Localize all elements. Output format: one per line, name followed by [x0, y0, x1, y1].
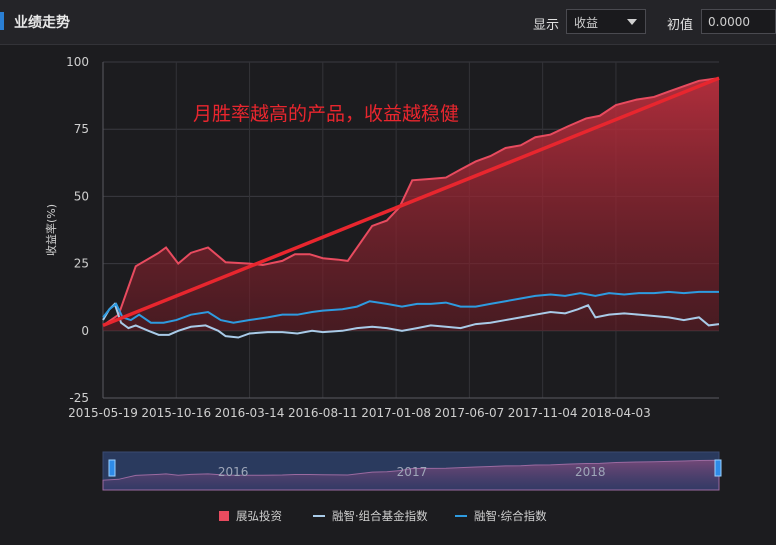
- y-tick-label: 75: [74, 122, 89, 136]
- chevron-down-icon[interactable]: [627, 19, 637, 25]
- navigator-label: 2016: [218, 465, 249, 479]
- display-label: 显示: [533, 18, 560, 33]
- legend-swatch: [455, 515, 467, 517]
- legend-item[interactable]: 展弘投资: [219, 508, 282, 524]
- navigator-label: 2017: [397, 465, 428, 479]
- x-tick-label: 2015-10-16: [141, 406, 211, 420]
- y-tick-label: 25: [74, 257, 89, 271]
- trend-line: [102, 76, 720, 328]
- y-tick-label: -25: [69, 391, 89, 405]
- x-tick-label: 2017-11-04: [508, 406, 578, 420]
- legend-swatch: [219, 511, 229, 521]
- header-accent-bar: [0, 12, 4, 30]
- legend-label: 融智·综合指数: [474, 509, 547, 523]
- navigator-handle-left[interactable]: [108, 459, 116, 477]
- display-mode-select[interactable]: 收益: [566, 9, 646, 34]
- x-tick-label: 2017-06-07: [435, 406, 505, 420]
- panel-header: 业绩走势 显示 收益 初值: [0, 0, 776, 45]
- navigator-label: 2018: [575, 465, 606, 479]
- series-line-zhanhong: [102, 77, 720, 327]
- x-tick-label: 2016-08-11: [288, 406, 358, 420]
- legend-item[interactable]: 融智·组合基金指数: [313, 508, 428, 524]
- x-tick-label: 2017-01-08: [361, 406, 431, 420]
- display-mode-value: 收益: [574, 16, 599, 30]
- y-tick-label: 100: [66, 55, 89, 69]
- legend-item[interactable]: 融智·综合指数: [455, 508, 547, 524]
- initial-value-input[interactable]: [701, 9, 776, 34]
- y-axis-label: 收益率(%): [44, 204, 58, 256]
- panel-title: 业绩走势: [14, 15, 70, 31]
- y-tick-label: 0: [81, 324, 89, 338]
- legend-label: 融智·组合基金指数: [332, 509, 428, 523]
- series-line-fof-index: [102, 302, 720, 339]
- chart-annotation: 月胜率越高的产品，收益越稳健: [193, 103, 459, 125]
- initial-value-label: 初值: [667, 18, 694, 33]
- navigator-handle-right[interactable]: [714, 459, 722, 477]
- navigator-series: [102, 459, 720, 491]
- x-tick-label: 2016-03-14: [215, 406, 285, 420]
- y-tick-label: 50: [74, 189, 89, 203]
- legend-swatch: [313, 515, 325, 517]
- x-tick-label: 2015-05-19: [68, 406, 138, 420]
- legend-label: 展弘投资: [236, 509, 282, 523]
- x-tick-label: 2018-04-03: [581, 406, 651, 420]
- series-line-composite-index: [102, 290, 719, 324]
